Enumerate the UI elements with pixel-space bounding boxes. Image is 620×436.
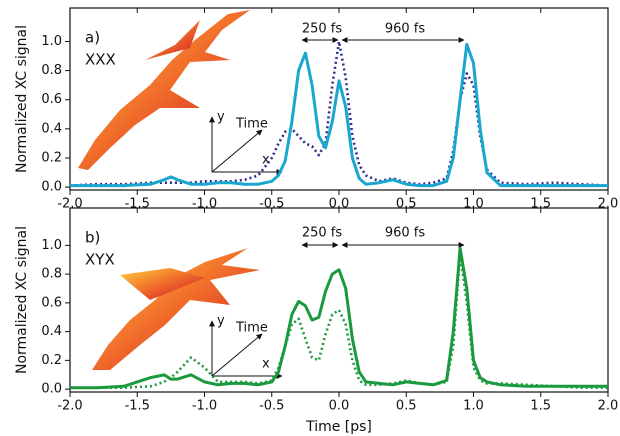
inset-axis bbox=[211, 129, 263, 173]
y-tick-label: 0.6 bbox=[41, 295, 62, 310]
y-tick-label: 0.8 bbox=[41, 267, 62, 282]
x-tick-label: -1.0 bbox=[192, 399, 217, 414]
y-tick-label: 1.0 bbox=[41, 34, 62, 49]
panel: -2.0 -1.5 -1.0 -0.5 0.0 0.5 1.0 1.5 2.0 0.0 0.2 0.4… bbox=[14, 207, 619, 435]
x-tick-label: 1.0 bbox=[463, 399, 484, 414]
inset-label: y bbox=[217, 314, 225, 329]
data-line bbox=[70, 42, 608, 188]
x-axis-label: Time [ps] bbox=[305, 419, 372, 435]
sample-label: XYX bbox=[85, 251, 115, 269]
inset-label: x bbox=[262, 153, 270, 168]
y-axis-label: Normalized XC signal bbox=[14, 25, 30, 173]
x-tick-label: -2.0 bbox=[57, 399, 82, 414]
panel-label: b) bbox=[85, 229, 100, 247]
data-line bbox=[70, 251, 608, 389]
x-tick-label: -1.5 bbox=[125, 399, 150, 414]
annotation: 960 fs bbox=[385, 226, 426, 241]
annotation: 250 fs bbox=[302, 22, 343, 37]
y-tick-label: 0.8 bbox=[41, 63, 62, 78]
y-tick-label: 1.0 bbox=[41, 238, 62, 253]
y-tick-label: 0.4 bbox=[41, 324, 62, 339]
x-tick-label: -0.5 bbox=[259, 399, 284, 414]
inset-axis bbox=[211, 333, 263, 377]
y-tick-label: 0.2 bbox=[41, 150, 62, 165]
x-tick-label: 2.0 bbox=[598, 399, 619, 414]
panel: -2.0 -1.5 -1.0 -0.5 0.0 0.5 1.0 1.5 2.00.00.20.4… bbox=[14, 7, 618, 212]
inset-label: Time bbox=[235, 117, 268, 132]
x-tick-label: 0.5 bbox=[396, 399, 417, 414]
panel-label: a) bbox=[85, 29, 100, 47]
annotation: 250 fs bbox=[302, 226, 343, 241]
inset-label: Time bbox=[235, 321, 268, 336]
y-tick-label: 0.2 bbox=[41, 353, 62, 368]
x-tick-label: 0.0 bbox=[329, 399, 350, 414]
sample-label: XXX bbox=[85, 51, 116, 69]
x-tick-label: 1.5 bbox=[530, 399, 551, 414]
data-line bbox=[70, 246, 608, 390]
y-tick-label: 0.6 bbox=[41, 92, 62, 107]
y-tick-label: 0.4 bbox=[41, 121, 62, 136]
inset-label: y bbox=[217, 110, 225, 125]
inset-label: x bbox=[262, 357, 270, 372]
surface-decoration bbox=[78, 10, 260, 370]
y-axis-label: Normalized XC signal bbox=[14, 226, 30, 374]
y-tick-label: 0.0 bbox=[41, 180, 62, 195]
y-tick-label: 0.0 bbox=[41, 382, 62, 397]
annotation: 960 fs bbox=[385, 22, 426, 37]
data-line bbox=[69, 40, 609, 187]
